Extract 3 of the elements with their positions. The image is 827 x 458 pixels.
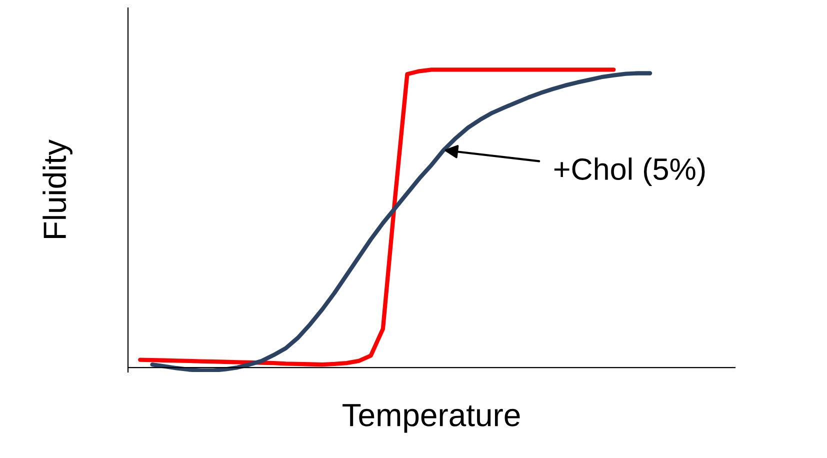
annotation: +Chol (5%)	[554, 158, 705, 186]
x-axis-title: Temperature	[342, 404, 520, 433]
y-axis-title: Fluidity	[42, 139, 72, 238]
